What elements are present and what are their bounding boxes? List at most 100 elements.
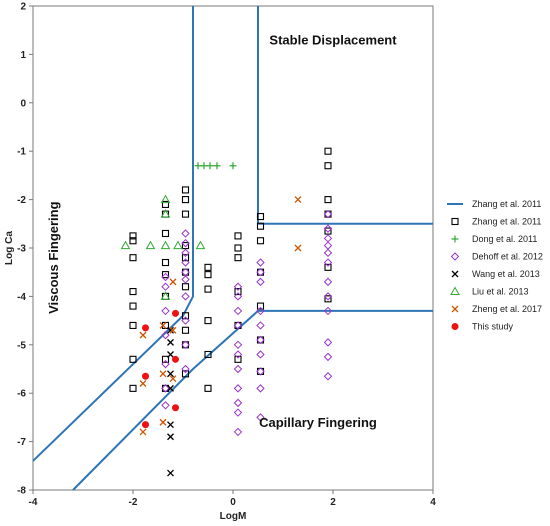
data-point-zhang-et-al-2011: [204, 384, 212, 392]
data-point-zhang-et-al-2011: [256, 222, 265, 230]
data-point-zhang-et-al-2011: [129, 254, 137, 262]
boundary-line: [72, 309, 433, 491]
data-point-dehoff-et-al-2012: [161, 330, 170, 340]
data-point-this-study: [142, 421, 149, 429]
data-point-dong-et-al-2011: [229, 162, 237, 170]
legend-marker-swatch: [451, 305, 459, 313]
data-point-dehoff-et-al-2012: [323, 372, 333, 381]
plot-area: [32, 5, 434, 491]
boundary-line: [32, 6, 194, 462]
data-point-zhang-et-al-2011: [234, 355, 242, 363]
data-point-dehoff-et-al-2012: [161, 272, 170, 282]
legend-marker-swatch: [451, 235, 459, 243]
data-point-dehoff-et-al-2012: [256, 258, 265, 267]
legend-entry-label: Zheng et al. 2017: [472, 304, 542, 314]
y-tick-label: 1: [20, 50, 26, 61]
data-point-zhang-et-al-2011: [181, 242, 190, 250]
data-point-zhang-et-al-2011: [181, 312, 190, 320]
data-point-wang-et-al-2013: [167, 370, 174, 378]
data-point-zhang-et-al-2011: [204, 271, 212, 279]
data-point-dehoff-et-al-2012: [181, 258, 190, 267]
data-point-dehoff-et-al-2012: [323, 248, 333, 258]
data-point-dehoff-et-al-2012: [161, 359, 170, 369]
data-point-dehoff-et-al-2012: [256, 267, 265, 277]
data-point-dong-et-al-2011: [213, 162, 221, 170]
data-point-dehoff-et-al-2012: [323, 338, 333, 347]
data-point-dehoff-et-al-2012: [233, 321, 243, 330]
data-point-zhang-et-al-2011: [204, 285, 212, 293]
data-point-zheng-et-al-2017: [139, 380, 147, 387]
data-point-dehoff-et-al-2012: [323, 306, 333, 316]
legend-entry-label: Zhang et al. 2011: [472, 199, 541, 209]
legend-entry-label: Dong et al. 2011: [472, 234, 537, 244]
data-point-dehoff-et-al-2012: [233, 384, 243, 393]
data-point-dehoff-et-al-2012: [256, 321, 265, 330]
data-point-dehoff-et-al-2012: [256, 384, 265, 393]
data-point-dehoff-et-al-2012: [181, 292, 190, 301]
data-point-dehoff-et-al-2012: [233, 292, 243, 301]
data-point-dehoff-et-al-2012: [256, 350, 265, 359]
data-point-wang-et-al-2013: [167, 421, 174, 429]
data-point-liu-et-al-2013: [173, 240, 183, 250]
data-point-wang-et-al-2013: [167, 433, 174, 441]
data-point-dehoff-et-al-2012: [233, 408, 243, 417]
data-point-zheng-et-al-2017: [169, 326, 177, 334]
x-tick-label: 4: [430, 497, 436, 508]
data-point-this-study: [142, 324, 149, 332]
data-point-zhang-et-al-2011: [181, 196, 190, 204]
y-tick-label: -1: [17, 147, 26, 158]
data-point-wang-et-al-2013: [167, 469, 174, 477]
data-point-wang-et-al-2013: [167, 351, 174, 358]
data-point-dehoff-et-al-2012: [181, 229, 190, 238]
data-point-wang-et-al-2013: [167, 338, 174, 346]
data-point-dehoff-et-al-2012: [323, 352, 333, 362]
data-point-dehoff-et-al-2012: [161, 384, 170, 393]
data-point-dehoff-et-al-2012: [233, 350, 243, 359]
legend-marker-swatch: [450, 286, 460, 295]
data-point-dehoff-et-al-2012: [181, 316, 190, 325]
data-point-zhang-et-al-2011: [181, 283, 190, 291]
data-point-zhang-et-al-2011: [204, 263, 212, 271]
data-point-liu-et-al-2013: [145, 240, 156, 250]
data-point-this-study: [172, 355, 179, 363]
data-point-dehoff-et-al-2012: [233, 282, 243, 291]
data-point-dong-et-al-2011: [194, 162, 202, 170]
data-point-zheng-et-al-2017: [169, 375, 177, 383]
y-tick-label: 0: [20, 98, 26, 109]
data-point-zhang-et-al-2011: [129, 321, 137, 329]
region-label: Stable Displacement: [269, 33, 397, 48]
data-point-zheng-et-al-2017: [169, 278, 177, 286]
data-point-dehoff-et-al-2012: [256, 306, 265, 316]
data-point-zhang-et-al-2011: [204, 317, 212, 325]
data-point-dehoff-et-al-2012: [181, 248, 190, 258]
region-label: Viscous Fingering: [46, 201, 61, 314]
data-point-zheng-et-al-2017: [159, 370, 167, 378]
data-point-dehoff-et-al-2012: [256, 335, 265, 345]
data-point-dehoff-et-al-2012: [181, 275, 190, 284]
data-point-dehoff-et-al-2012: [323, 258, 333, 267]
data-point-dehoff-et-al-2012: [256, 277, 265, 287]
legend-marker-swatch: [451, 270, 459, 278]
data-point-dehoff-et-al-2012: [161, 282, 170, 291]
data-point-this-study: [142, 372, 149, 380]
data-point-zheng-et-al-2017: [294, 196, 302, 204]
data-point-dehoff-et-al-2012: [181, 364, 190, 374]
data-point-zhang-et-al-2011: [129, 302, 137, 310]
data-point-zhang-et-al-2011: [181, 326, 190, 334]
data-point-dehoff-et-al-2012: [233, 364, 243, 374]
data-point-dehoff-et-al-2012: [181, 340, 190, 350]
data-point-zheng-et-al-2017: [139, 331, 147, 339]
data-point-zhang-et-al-2011: [234, 254, 242, 262]
data-point-liu-et-al-2013: [195, 240, 206, 250]
data-point-dehoff-et-al-2012: [233, 340, 243, 350]
data-point-zhang-et-al-2011: [324, 263, 332, 271]
data-point-zhang-et-al-2011: [234, 244, 242, 252]
x-axis-label: LogM: [220, 511, 247, 522]
data-point-zheng-et-al-2017: [139, 428, 147, 436]
data-point-dehoff-et-al-2012: [323, 209, 333, 219]
data-point-zhang-et-al-2011: [161, 229, 170, 238]
data-point-dehoff-et-al-2012: [181, 238, 190, 248]
data-point-zhang-et-al-2011: [324, 295, 332, 303]
y-tick-label: -8: [17, 486, 26, 497]
data-point-zheng-et-al-2017: [159, 321, 167, 329]
